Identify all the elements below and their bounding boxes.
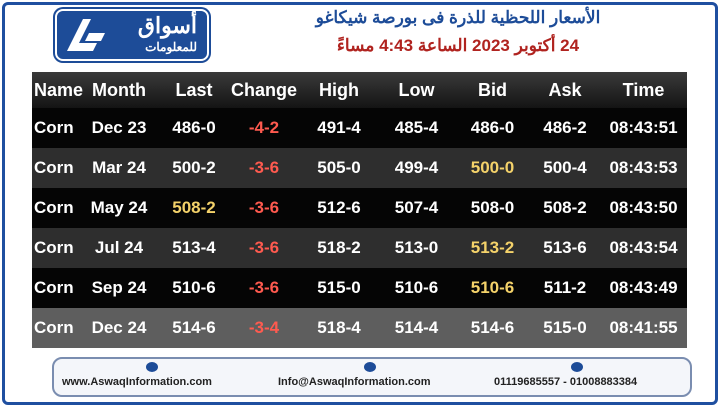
cell: 512-6: [317, 198, 361, 217]
cell: 486-0: [172, 118, 216, 137]
logo-sub: للمعلومات: [145, 40, 197, 54]
cell: -3-4: [248, 318, 280, 337]
cell: Corn: [34, 278, 74, 297]
cell: 486-2: [543, 118, 587, 137]
cell: 08:43:51: [609, 118, 678, 137]
cell: 499-4: [394, 158, 439, 177]
cell: 518-2: [317, 238, 361, 257]
cell: Corn: [34, 238, 74, 257]
price-table: Name Month Last Change High Low Bid Ask Time Cor…: [32, 72, 687, 348]
cell: 510-6: [172, 278, 216, 297]
cell: 514-4: [394, 318, 439, 337]
logo-icon: [67, 19, 105, 51]
logo: أسواق للمعلومات: [55, 9, 209, 61]
cell: -4-2: [248, 118, 280, 137]
cell: Corn: [34, 158, 74, 177]
cell: 518-4: [317, 318, 361, 337]
cell: 500-0: [470, 158, 515, 177]
cell: May 24: [90, 198, 148, 217]
cell: 515-0: [543, 318, 587, 337]
cell: Corn: [34, 318, 74, 337]
mail-icon: [364, 362, 376, 372]
column-header: Month: [78, 72, 160, 108]
cell: 510-6: [470, 278, 515, 297]
column-header: Name: [32, 72, 83, 108]
row: Corn Jul 24 513-4 -3-6 518-2 513-0 513-2 513-6 0…: [32, 228, 687, 268]
cell: Corn: [34, 198, 74, 217]
subtitle: 24 أكتوبر 2023 الساعة 4:43 مساءً: [336, 36, 580, 55]
cell: 08:43:49: [609, 278, 678, 297]
column-header: High: [300, 72, 378, 108]
row: Corn Sep 24 510-6 -3-6 515-0 510-6 510-6 511-2 0…: [32, 268, 687, 308]
cell: Dec 24: [91, 318, 147, 337]
column-header: Ask: [530, 72, 600, 108]
website: www.AswaqInformation.com: [62, 376, 212, 388]
cell: 515-0: [317, 278, 361, 297]
cell: 513-2: [470, 238, 515, 257]
cell: 513-0: [394, 238, 439, 257]
cell: 514-6: [172, 318, 216, 337]
cell: 08:43:50: [609, 198, 678, 217]
cell: 08:43:54: [609, 238, 678, 257]
cell: -3-6: [248, 238, 280, 257]
cell: Mar 24: [92, 158, 146, 177]
cell: 513-6: [543, 238, 587, 257]
cell: Jul 24: [94, 238, 144, 257]
cell: 08:41:55: [609, 318, 678, 337]
cell: 514-6: [470, 318, 515, 337]
cell: 500-2: [172, 158, 216, 177]
cell: 485-4: [394, 118, 439, 137]
cell: 513-4: [172, 238, 216, 257]
footer: www.AswaqInformation.com Info@AswaqInfor…: [52, 357, 692, 397]
cell: 507-4: [394, 198, 439, 217]
header-row: Name Month Last Change High Low Bid Ask Time: [32, 72, 687, 108]
cell: 486-0: [470, 118, 515, 137]
web-icon: [146, 362, 158, 372]
logo-name: أسواق: [137, 13, 197, 38]
email: Info@AswaqInformation.com: [278, 376, 431, 388]
cell: -3-6: [248, 278, 280, 297]
cell: 511-2: [543, 278, 587, 297]
row: Corn Dec 23 486-0 -4-2 491-4 485-4 486-0 486-2 0…: [32, 108, 687, 148]
cell: Sep 24: [91, 278, 147, 297]
cell: 505-0: [317, 158, 361, 177]
column-header: Last: [160, 72, 228, 108]
cell: Dec 23: [91, 118, 147, 137]
column-header: Bid: [455, 72, 530, 108]
cell: 508-2: [172, 198, 216, 217]
row: Corn May 24 508-2 -3-6 512-6 507-4 508-0 508-2 0…: [32, 188, 687, 228]
cell: 500-4: [543, 158, 587, 177]
column-header: Low: [378, 72, 455, 108]
cell: Corn: [34, 118, 74, 137]
cell: -3-6: [248, 158, 280, 177]
cell: 508-0: [470, 198, 515, 217]
cell: 510-6: [394, 278, 439, 297]
cell: 491-4: [317, 118, 361, 137]
column-header: Time: [600, 72, 687, 108]
phones: 01119685557 - 01008883384: [494, 376, 638, 388]
cell: 508-2: [543, 198, 587, 217]
title: الأسعار اللحظية للذرة فى بورصة شيكاغو: [315, 8, 601, 27]
row: Corn Mar 24 500-2 -3-6 505-0 499-4 500-0 500-4 0…: [32, 148, 687, 188]
cell: -3-6: [248, 198, 280, 217]
phone-icon: [571, 362, 583, 372]
row: Corn Dec 24 514-6 -3-4 518-4 514-4 514-6 515-0 0…: [32, 308, 687, 348]
cell: 08:43:53: [609, 158, 678, 177]
column-header: Change: [228, 72, 300, 108]
